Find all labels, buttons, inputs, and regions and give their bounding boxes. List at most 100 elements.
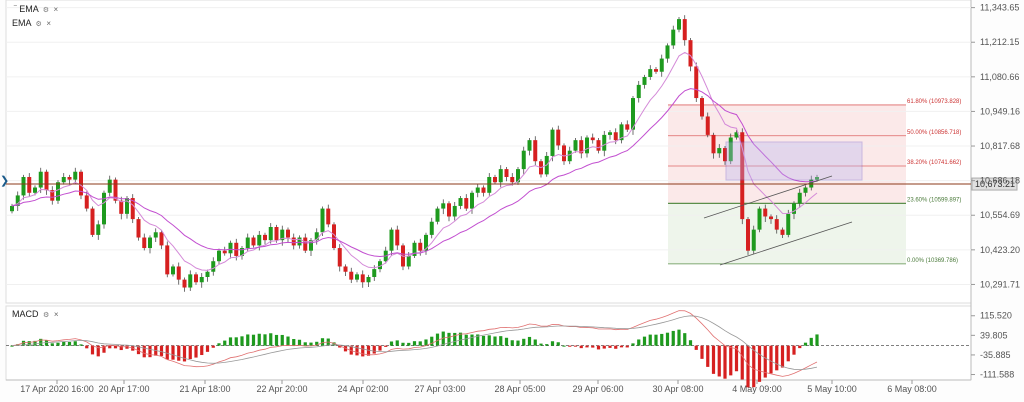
macd-bar xyxy=(211,345,215,348)
x-tick-label: 5 May 10:00 xyxy=(807,384,857,394)
candle xyxy=(33,187,37,193)
x-tick-label: 21 Apr 18:00 xyxy=(179,384,230,394)
candles[interactable] xyxy=(10,15,819,292)
macd-bar xyxy=(113,345,118,349)
macd-bar xyxy=(510,340,514,346)
candle xyxy=(769,216,773,220)
macd-bar xyxy=(648,334,652,346)
macd-bar xyxy=(297,339,302,346)
candle xyxy=(625,124,630,130)
candle xyxy=(326,208,331,225)
candle xyxy=(73,171,78,180)
candle xyxy=(665,45,670,59)
ema-indicator-2[interactable]: EMA ⚙ × xyxy=(12,18,51,28)
candle xyxy=(717,148,722,154)
close-icon[interactable]: × xyxy=(53,5,59,14)
candle xyxy=(395,229,400,246)
gear-icon[interactable]: ⚙ xyxy=(43,312,50,319)
price-axis[interactable]: 10,673.21 11,343.65 11,212.15 11,080.66 10,9… xyxy=(971,3,1020,290)
macd-bar xyxy=(424,339,428,346)
macd-bar xyxy=(125,345,129,349)
candle xyxy=(286,229,290,238)
candle xyxy=(481,187,486,193)
fib-label: 0.00% (10369.786) xyxy=(907,258,958,264)
candle xyxy=(297,237,302,246)
time-axis[interactable]: 17 Apr 2020 16:00 20 Apr 17:00 21 Apr 18:0… xyxy=(20,380,937,394)
gear-icon[interactable]: ⚙ xyxy=(42,7,49,14)
macd-bar xyxy=(757,345,762,382)
macd-plot[interactable] xyxy=(6,310,971,388)
macd-bar xyxy=(188,345,192,360)
macd-bar xyxy=(286,336,290,346)
macd-label: MACD xyxy=(12,309,39,319)
candle xyxy=(418,242,423,251)
close-icon[interactable]: × xyxy=(46,19,51,28)
candle xyxy=(245,237,250,249)
macd-bar xyxy=(637,339,641,346)
candle xyxy=(217,250,221,262)
ema-indicator-1[interactable]: ‾ EMA ⚙ × xyxy=(12,4,58,14)
candle xyxy=(205,271,210,277)
current-price-tag xyxy=(971,177,1018,191)
macd-bar xyxy=(740,345,744,380)
close-icon[interactable]: × xyxy=(53,310,59,319)
macd-bar xyxy=(602,345,606,349)
macd-bar xyxy=(50,343,54,346)
macd-bar xyxy=(786,345,790,362)
candle xyxy=(780,229,785,235)
macd-bar xyxy=(481,335,486,346)
candle xyxy=(694,66,699,99)
macd-bar xyxy=(395,340,399,346)
chevron-right-icon[interactable]: ❯ xyxy=(0,175,10,187)
ema-lines[interactable] xyxy=(11,51,818,271)
x-tick-label: 22 Apr 20:00 xyxy=(256,384,307,394)
fib-label: 23.60% (10599.897) xyxy=(907,197,961,203)
macd-bar xyxy=(694,345,698,350)
macd-bar xyxy=(470,334,474,346)
fib-label: 50.00% (10856.718) xyxy=(907,130,961,136)
macd-bar xyxy=(44,340,49,346)
candle xyxy=(303,237,308,251)
candle xyxy=(688,40,693,67)
candle xyxy=(309,240,313,251)
candle xyxy=(763,208,768,217)
y-tick-label: 10,423.20 xyxy=(980,245,1020,255)
macd-bar xyxy=(177,345,181,361)
macd-bar xyxy=(642,336,647,346)
candle xyxy=(654,69,658,72)
candle xyxy=(567,150,572,162)
candle xyxy=(257,234,262,246)
y-tick-label: 11,343.65 xyxy=(980,3,1019,13)
macd-indicator[interactable]: MACD ⚙ × xyxy=(12,309,58,319)
macd-bar xyxy=(458,332,463,346)
candle xyxy=(165,245,170,275)
candle xyxy=(274,227,279,241)
candle xyxy=(406,255,411,267)
macd-axis: 115.520 39.805 -35.885 -111.588 xyxy=(971,311,1014,380)
candle xyxy=(671,29,676,46)
candle xyxy=(222,250,227,254)
candle xyxy=(412,242,417,256)
candle xyxy=(516,169,520,183)
macd-bar xyxy=(677,329,681,346)
macd-bar xyxy=(119,345,123,351)
candle xyxy=(711,134,716,154)
candle xyxy=(38,171,43,188)
candle xyxy=(10,205,14,212)
candle xyxy=(458,198,463,206)
candle xyxy=(498,169,503,183)
collapse-icon[interactable]: ‾ xyxy=(14,5,17,14)
candle xyxy=(142,237,147,249)
macd-bar xyxy=(734,345,739,372)
gear-icon[interactable]: ⚙ xyxy=(35,21,42,28)
macd-bar xyxy=(769,345,773,374)
candle xyxy=(291,237,296,246)
candle xyxy=(130,198,135,220)
candle xyxy=(211,261,216,272)
current-price-label: 10,673.21 xyxy=(975,179,1015,189)
macd-y-tick-label: 39.805 xyxy=(980,330,1008,340)
drawings[interactable] xyxy=(6,141,971,266)
candle xyxy=(815,177,819,180)
